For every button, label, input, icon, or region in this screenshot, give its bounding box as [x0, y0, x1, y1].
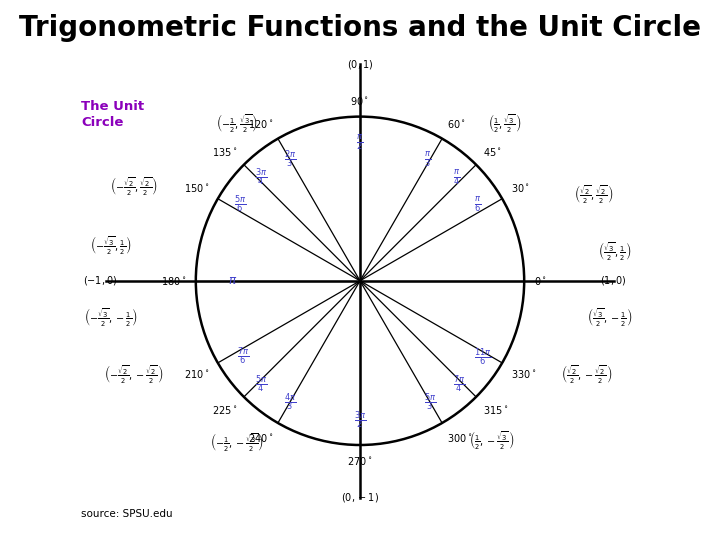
Text: $\frac{3\pi}{2}$: $\frac{3\pi}{2}$ [354, 409, 366, 430]
Text: $\frac{\pi}{6}$: $\frac{\pi}{6}$ [474, 196, 481, 215]
Text: 330$^\circ$: 330$^\circ$ [510, 368, 536, 380]
Text: source: SPSU.edu: source: SPSU.edu [81, 509, 173, 519]
Text: $\left(\frac{1}{2},\frac{\sqrt{3}}{2}\right)$: $\left(\frac{1}{2},\frac{\sqrt{3}}{2}\ri… [487, 112, 521, 134]
Text: $\frac{7\pi}{4}$: $\frac{7\pi}{4}$ [453, 374, 465, 395]
Text: $\left(\frac{\sqrt{2}}{2},\frac{\sqrt{2}}{2}\right)$: $\left(\frac{\sqrt{2}}{2},\frac{\sqrt{2}… [574, 183, 613, 205]
Text: $\frac{4\pi}{3}$: $\frac{4\pi}{3}$ [284, 392, 296, 414]
Text: 300$^\circ$: 300$^\circ$ [447, 431, 472, 443]
Text: 270$^\circ$: 270$^\circ$ [347, 455, 373, 467]
Text: $\frac{5\pi}{4}$: $\frac{5\pi}{4}$ [255, 374, 267, 395]
Text: $\frac{5\pi}{6}$: $\frac{5\pi}{6}$ [234, 193, 246, 215]
Text: $(0,-1)$: $(0,-1)$ [341, 491, 379, 504]
Text: 90$^\circ$: 90$^\circ$ [351, 94, 369, 107]
Text: $\frac{5\pi}{3}$: $\frac{5\pi}{3}$ [424, 392, 436, 414]
Text: $(-1,0)$: $(-1,0)$ [84, 274, 118, 287]
Text: 150$^\circ$: 150$^\circ$ [184, 182, 210, 194]
Text: $\frac{11\pi}{6}$: $\frac{11\pi}{6}$ [474, 347, 491, 368]
Text: $\left(-\frac{\sqrt{3}}{2},-\frac{1}{2}\right)$: $\left(-\frac{\sqrt{3}}{2},-\frac{1}{2}\… [84, 306, 138, 328]
Text: $\left(-\frac{1}{2},-\frac{\sqrt{3}}{2}\right)$: $\left(-\frac{1}{2},-\frac{\sqrt{3}}{2}\… [210, 431, 264, 453]
Text: 180$^\circ$: 180$^\circ$ [161, 275, 186, 287]
Text: $\frac{3\pi}{4}$: $\frac{3\pi}{4}$ [255, 166, 267, 188]
Text: The Unit
Circle: The Unit Circle [81, 100, 144, 129]
Text: $\frac{\pi}{4}$: $\frac{\pi}{4}$ [453, 169, 460, 188]
Text: $\left(\frac{\sqrt{3}}{2},\frac{1}{2}\right)$: $\left(\frac{\sqrt{3}}{2},\frac{1}{2}\ri… [598, 240, 631, 262]
Text: 135$^\circ$: 135$^\circ$ [212, 146, 237, 158]
Text: $\frac{\pi}{2}$: $\frac{\pi}{2}$ [356, 133, 364, 153]
Text: 0$^\circ$: 0$^\circ$ [534, 275, 547, 287]
Text: $\pi$: $\pi$ [228, 274, 237, 287]
Text: $\frac{7\pi}{6}$: $\frac{7\pi}{6}$ [237, 345, 249, 367]
Text: 315$^\circ$: 315$^\circ$ [483, 404, 508, 416]
Text: $\left(-\frac{\sqrt{2}}{2},\frac{\sqrt{2}}{2}\right)$: $\left(-\frac{\sqrt{2}}{2},\frac{\sqrt{2… [109, 174, 157, 197]
Text: 240$^\circ$: 240$^\circ$ [248, 431, 273, 443]
Text: 60$^\circ$: 60$^\circ$ [447, 118, 466, 130]
Text: $\left(\frac{\sqrt{2}}{2},-\frac{\sqrt{2}}{2}\right)$: $\left(\frac{\sqrt{2}}{2},-\frac{\sqrt{2… [561, 363, 612, 386]
Text: $\left(-\frac{1}{2},\frac{\sqrt{3}}{2}\right)$: $\left(-\frac{1}{2},\frac{\sqrt{3}}{2}\r… [216, 112, 258, 134]
Text: $\frac{\pi}{3}$: $\frac{\pi}{3}$ [424, 151, 431, 170]
Text: $(1,0)$: $(1,0)$ [600, 274, 626, 287]
Text: $\left(\frac{\sqrt{3}}{2},-\frac{1}{2}\right)$: $\left(\frac{\sqrt{3}}{2},-\frac{1}{2}\r… [587, 306, 632, 328]
Text: $(0,1)$: $(0,1)$ [347, 58, 373, 71]
Text: $\left(-\frac{\sqrt{2}}{2},-\frac{\sqrt{2}}{2}\right)$: $\left(-\frac{\sqrt{2}}{2},-\frac{\sqrt{… [104, 363, 163, 386]
Text: Trigonometric Functions and the Unit Circle: Trigonometric Functions and the Unit Cir… [19, 14, 701, 42]
Text: 30$^\circ$: 30$^\circ$ [510, 182, 530, 194]
Text: 120$^\circ$: 120$^\circ$ [248, 118, 273, 130]
Text: 225$^\circ$: 225$^\circ$ [212, 404, 237, 416]
Text: 45$^\circ$: 45$^\circ$ [483, 146, 502, 158]
Text: 210$^\circ$: 210$^\circ$ [184, 368, 210, 380]
Text: $\frac{2\pi}{3}$: $\frac{2\pi}{3}$ [284, 148, 296, 170]
Text: $\left(\frac{1}{2},-\frac{\sqrt{3}}{2}\right)$: $\left(\frac{1}{2},-\frac{\sqrt{3}}{2}\r… [469, 429, 514, 451]
Text: $\left(-\frac{\sqrt{3}}{2},\frac{1}{2}\right)$: $\left(-\frac{\sqrt{3}}{2},\frac{1}{2}\r… [89, 234, 131, 255]
